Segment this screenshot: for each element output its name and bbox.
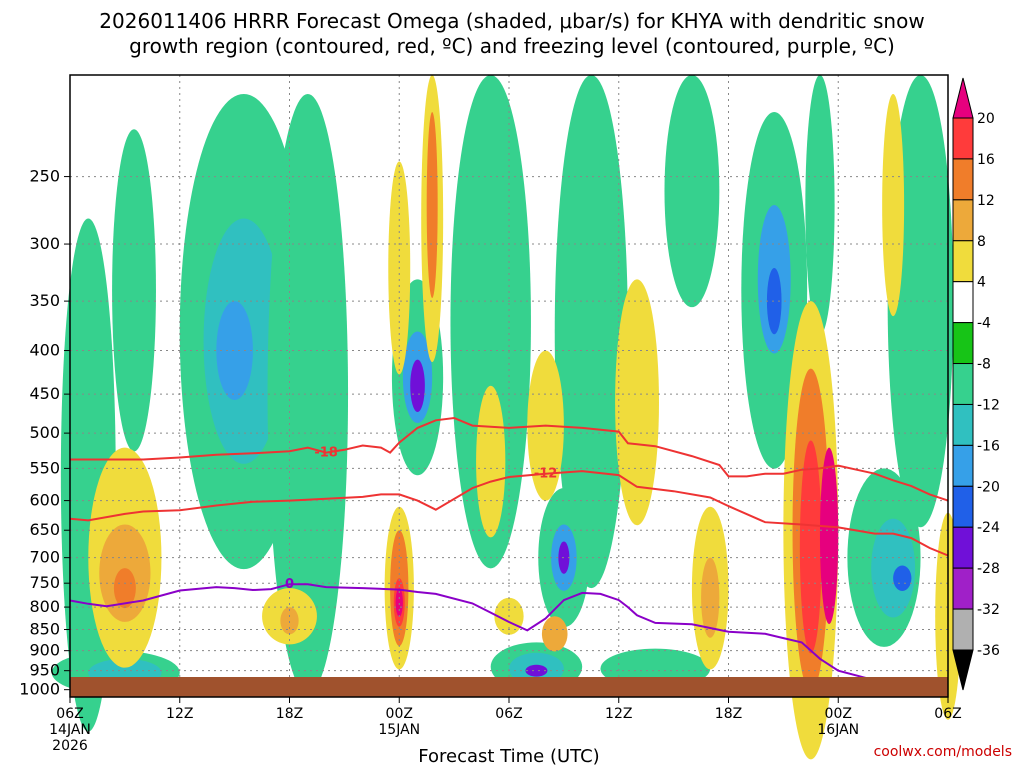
y-tick-label-1000: 1000 (19, 680, 60, 699)
colorbar-swatch-2 (952, 158, 974, 201)
y-tick-label-400: 400 (29, 341, 60, 360)
colorbar-label-9: -20 (977, 479, 1000, 495)
colorbar-label-11: -28 (977, 561, 1000, 577)
contour-0 (69, 583, 894, 691)
colorbar-swatch-12 (952, 567, 974, 610)
omega-shading (51, 74, 961, 760)
x-date-label-18: 15JAN (378, 722, 420, 738)
x-year-label-0: 2026 (52, 738, 88, 754)
y-tick-label-350: 350 (29, 291, 60, 310)
y-tick-label-250: 250 (29, 167, 60, 186)
x-tick-label-24: 06Z (495, 706, 522, 722)
colorbar-swatch-13 (952, 608, 974, 651)
y-tick-label-900: 900 (29, 641, 60, 660)
y-tick-label-950: 950 (29, 661, 60, 680)
omega-green-2 (112, 129, 156, 452)
colorbar-label-10: -24 (977, 520, 1000, 536)
y-tick-label-300: 300 (29, 234, 60, 253)
colorbar-label-12: -32 (977, 602, 1000, 618)
contours: -18 -12 0 (69, 416, 949, 691)
contour--12 (69, 470, 949, 557)
colorbar-swatch-6 (952, 322, 974, 365)
chart-title-line1: 2026011406 HRRR Forecast Omega (shaded, … (99, 9, 924, 33)
omega-yellow-h (615, 279, 659, 526)
colorbar-swatch-4 (952, 240, 974, 283)
y-tick-label-500: 500 (29, 423, 60, 442)
colorbar-swatch-5 (952, 281, 974, 324)
omega-pink-e (395, 588, 403, 617)
ground-surface (70, 677, 948, 697)
colorbar-label-5: -4 (977, 316, 991, 332)
colorbar-label-0: 20 (977, 111, 995, 127)
colorbar-swatch-8 (952, 403, 974, 446)
x-date-label-0: 14JAN (49, 722, 91, 738)
y-tick-label-700: 700 (29, 548, 60, 567)
omega-blue-15 (525, 664, 548, 677)
x-tick-label-42: 00Z (825, 706, 852, 722)
colorbar-swatch-7 (952, 363, 974, 405)
x-date-label-42: 16JAN (817, 722, 859, 738)
x-axis-label: Forecast Time (UTC) (418, 746, 599, 767)
colorbar-label-3: 8 (977, 234, 986, 250)
omega-green-11 (805, 75, 835, 336)
plot-area: -18 -12 0 (51, 74, 961, 760)
grid (69, 75, 949, 697)
y-tick-label-850: 850 (29, 620, 60, 639)
colorbar-arrow-bottom (952, 649, 974, 691)
colorbar-label-6: -8 (977, 357, 991, 373)
colorbar: 20 16 12 8 4 -4 -8 -12 -16 -20 -24 -28 -32 -36 (952, 77, 1000, 691)
x-tick-label-12: 18Z (276, 706, 303, 722)
y-tick-label-750: 750 (29, 573, 60, 592)
pressure-axis: 250 300 350 400 450 500 550 600 650 700 750 800 850 9… (19, 167, 70, 699)
omega-orange-m (541, 616, 568, 652)
omega-red-j (799, 440, 822, 654)
omega-teal-9 (871, 518, 916, 618)
x-tick-label-48: 06Z (934, 706, 961, 722)
omega-pink-j (819, 447, 839, 625)
omega-deep-a (113, 568, 136, 609)
y-tick-label-800: 800 (29, 597, 60, 616)
x-tick-label-6: 12Z (166, 706, 193, 722)
y-tick-label-650: 650 (29, 520, 60, 539)
omega-green-8 (887, 74, 954, 528)
colorbar-label-4: 4 (977, 275, 986, 291)
colorbar-label-2: 12 (977, 193, 995, 209)
colorbar-swatch-11 (952, 526, 974, 569)
omega-blue-9 (893, 565, 912, 591)
y-tick-label-550: 550 (29, 458, 60, 477)
omega-green-7 (664, 75, 720, 308)
omega-orange-i (701, 557, 720, 638)
contour-label--18: -18 (314, 446, 338, 461)
omega-orange-c (426, 112, 438, 299)
colorbar-swatch-10 (952, 485, 974, 528)
x-tick-label-36: 18Z (715, 706, 742, 722)
omega-blue-10 (766, 267, 782, 335)
colorbar-label-1: 16 (977, 152, 995, 168)
omega-green-6 (554, 75, 628, 589)
omega-yellow-k (882, 93, 905, 317)
omega-yellow-f (476, 385, 506, 538)
x-tick-label-0: 06Z (56, 706, 83, 722)
colorbar-swatch-3 (952, 199, 974, 242)
omega-blue-12 (410, 359, 425, 412)
colorbar-swatch-1 (952, 117, 974, 160)
colorbar-swatch-9 (952, 444, 974, 487)
contour-label-0: 0 (285, 577, 294, 592)
y-tick-label-600: 600 (29, 491, 60, 510)
site-credit: coolwx.com/models (874, 744, 1012, 760)
contour-label--12: -12 (534, 467, 558, 482)
x-tick-label-18: 00Z (386, 706, 413, 722)
y-tick-label-450: 450 (29, 384, 60, 403)
colorbar-label-13: -36 (977, 643, 1000, 659)
x-tick-label-30: 12Z (605, 706, 632, 722)
chart-title-line2: growth region (contoured, red, ºC) and f… (129, 34, 895, 58)
omega-orange-d (280, 607, 299, 635)
contour--18 (70, 416, 949, 502)
omega-cyan-3 (216, 301, 253, 400)
colorbar-label-7: -12 (977, 397, 1000, 413)
colorbar-label-8: -16 (977, 438, 1000, 454)
omega-green-5 (450, 75, 531, 569)
